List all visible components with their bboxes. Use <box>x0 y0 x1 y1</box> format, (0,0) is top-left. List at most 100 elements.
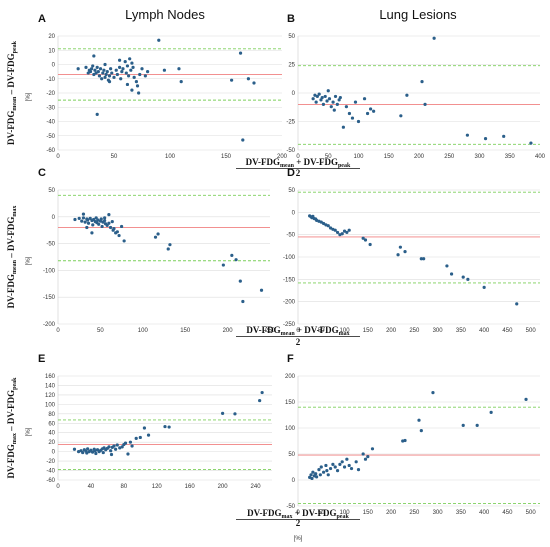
data-point <box>347 463 351 468</box>
data-point <box>107 213 111 217</box>
y-unit-label: [%] <box>26 92 32 101</box>
x-tick-label: 100 <box>353 154 364 160</box>
data-point <box>105 70 109 74</box>
data-point <box>361 236 365 240</box>
data-point <box>321 221 326 226</box>
data-point <box>347 228 351 232</box>
data-point <box>423 102 427 106</box>
data-point <box>313 93 317 97</box>
data-point <box>126 74 131 78</box>
x-tick-label: 500 <box>526 328 537 334</box>
data-point <box>77 216 81 221</box>
x-tick-label: 300 <box>474 154 485 160</box>
x-tick-label: 500 <box>526 510 537 516</box>
y-tick-label: -200 <box>283 300 296 306</box>
y-tick-label: 20 <box>48 34 55 40</box>
data-point <box>321 102 326 106</box>
data-point <box>134 436 138 440</box>
data-point <box>344 105 348 109</box>
y-tick-label: 100 <box>285 426 296 432</box>
x-tick-label: 150 <box>180 328 191 334</box>
y-tick-label: -50 <box>286 504 295 510</box>
data-point <box>93 449 97 453</box>
y-tick-label: -150 <box>283 277 296 283</box>
data-point <box>309 473 313 477</box>
data-point <box>350 116 355 120</box>
x-tick-label: 100 <box>165 154 176 160</box>
data-point <box>320 95 324 100</box>
data-point <box>94 451 98 456</box>
data-point <box>112 75 116 79</box>
data-point <box>340 232 344 236</box>
x-tick-label: 300 <box>433 510 444 516</box>
data-point <box>524 397 528 401</box>
data-point <box>405 93 409 97</box>
data-point <box>156 232 160 236</box>
y-tick-label: -30 <box>46 105 55 111</box>
data-point <box>131 65 135 69</box>
y-tick-label: 80 <box>48 412 55 418</box>
data-point <box>123 60 127 64</box>
x-tick-label: 40 <box>88 484 95 490</box>
data-point <box>335 469 340 473</box>
data-point <box>115 72 119 77</box>
data-point <box>318 473 322 477</box>
data-point <box>81 450 85 455</box>
data-point <box>103 216 107 220</box>
data-point <box>146 433 151 437</box>
data-point <box>97 74 102 78</box>
data-point <box>107 80 112 84</box>
data-point <box>417 418 421 422</box>
data-point <box>122 239 126 243</box>
data-point <box>259 288 264 292</box>
data-point <box>81 212 86 216</box>
data-point <box>362 97 367 101</box>
data-point <box>396 253 400 257</box>
data-point <box>241 138 245 142</box>
data-point <box>461 275 465 279</box>
x-tick-label: 100 <box>138 328 149 334</box>
data-point <box>90 450 95 454</box>
data-point <box>349 466 354 471</box>
data-point <box>449 272 454 276</box>
data-point <box>101 450 105 455</box>
data-point <box>317 468 321 472</box>
data-point <box>252 81 256 85</box>
x-tick-label: 200 <box>386 328 397 334</box>
x-tick-label: 350 <box>456 510 467 516</box>
fraction-denominator: 2 <box>296 518 301 528</box>
data-point <box>465 133 469 137</box>
y-tick-label: 160 <box>45 374 56 380</box>
data-point <box>99 217 103 221</box>
data-point <box>347 111 352 116</box>
data-point <box>85 225 89 230</box>
data-point <box>134 80 138 84</box>
data-point <box>315 94 319 99</box>
data-point <box>403 250 407 254</box>
data-point <box>114 447 118 451</box>
data-point <box>130 88 134 92</box>
y-tick-label: -50 <box>46 134 55 140</box>
y-tick-label: -150 <box>43 295 56 301</box>
data-point <box>398 245 402 249</box>
data-point <box>118 446 122 450</box>
y-tick-label: -250 <box>283 322 296 328</box>
y-tick-label: -50 <box>286 233 295 239</box>
y-tick-label: 40 <box>48 431 55 437</box>
data-point <box>461 423 465 427</box>
data-point <box>177 67 181 71</box>
data-point <box>342 465 347 469</box>
data-point <box>331 462 335 466</box>
x-tick-label: 0 <box>56 154 60 160</box>
data-point <box>100 224 104 229</box>
y-tick-label: 150 <box>285 400 296 406</box>
data-point <box>238 279 242 283</box>
data-point <box>241 299 245 304</box>
x-tick-label: 300 <box>433 328 444 334</box>
data-point <box>167 425 171 429</box>
y-tick-label: 140 <box>45 383 56 389</box>
panel-label: D <box>287 167 295 179</box>
data-point <box>109 452 114 457</box>
data-point <box>146 70 150 74</box>
